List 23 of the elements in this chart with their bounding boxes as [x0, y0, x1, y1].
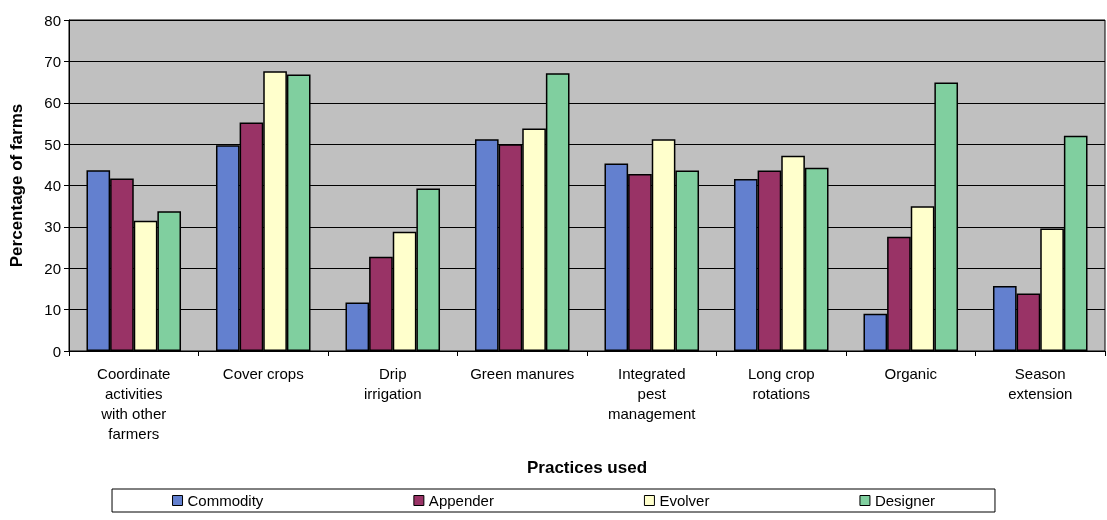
y-tick-label: 70	[44, 52, 61, 70]
x-tick-label: Drip irrigation	[363, 364, 422, 402]
legend-label: Designer	[874, 492, 935, 509]
x-tick-label: Cover crops	[222, 364, 304, 382]
y-tick-label: 40	[44, 177, 61, 194]
y-tick-label: 80	[44, 11, 61, 29]
x-tick-label: Green manures	[470, 364, 575, 382]
y-tick-label: 30	[44, 218, 61, 236]
x-tick-label: Organic	[884, 364, 938, 382]
y-tick-label: 10	[44, 301, 61, 319]
x-tick-label: Coordinate activities with other farmers	[97, 364, 171, 442]
x-tick-label: Integrated pest management	[607, 364, 697, 422]
y-tick-label: 20	[44, 259, 61, 277]
x-tick-label: Long crop rotations	[747, 364, 815, 402]
x-axis-title: Practices used	[526, 458, 648, 477]
y-tick-label: 50	[44, 135, 61, 153]
y-tick-label: 0	[52, 342, 61, 360]
legend-label: Commodity	[187, 492, 264, 509]
legend-label: Evolver	[659, 492, 710, 509]
y-axis-title: Percentage of farms	[7, 103, 26, 268]
legend-label: Appender	[428, 492, 494, 509]
y-tick-label: 60	[44, 94, 61, 112]
x-tick-label: Season extension	[1008, 364, 1073, 402]
